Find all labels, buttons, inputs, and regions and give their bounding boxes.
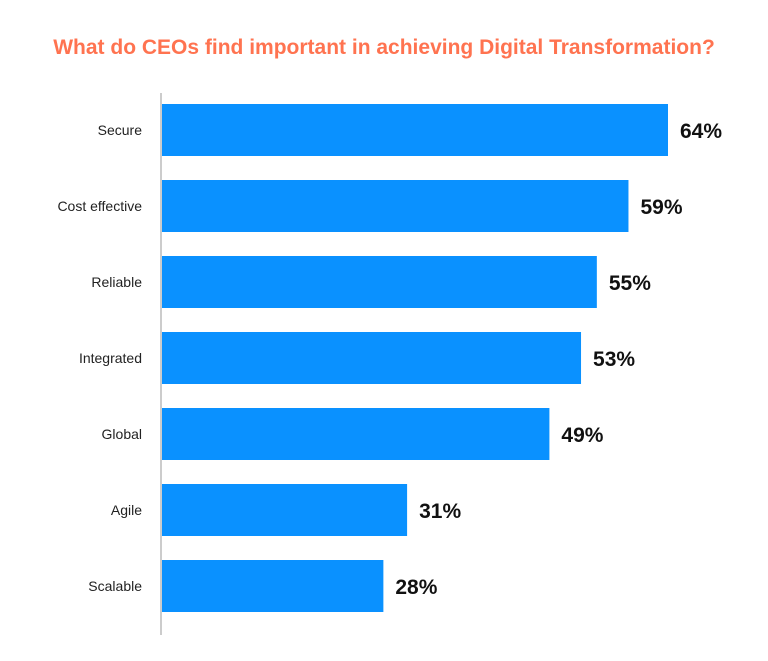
value-label: 49% [561, 424, 603, 447]
category-label: Agile [111, 502, 142, 518]
value-label: 31% [419, 500, 461, 523]
category-label: Cost effective [57, 198, 142, 214]
value-label: 53% [593, 348, 635, 371]
category-label: Secure [98, 122, 143, 138]
bar [162, 104, 668, 156]
chart-title: What do CEOs find important in achieving… [53, 36, 715, 59]
category-label: Scalable [88, 578, 142, 594]
bar [162, 484, 408, 536]
bar [162, 560, 384, 612]
value-label: 59% [640, 196, 682, 219]
category-label: Reliable [91, 274, 142, 290]
bar [162, 408, 550, 460]
bar [162, 332, 582, 384]
value-label: 64% [680, 120, 722, 143]
bar [162, 256, 597, 308]
value-label: 55% [609, 272, 651, 295]
category-label: Global [102, 426, 142, 442]
bar [162, 180, 629, 232]
category-label: Integrated [79, 350, 142, 366]
value-label: 28% [395, 576, 437, 599]
